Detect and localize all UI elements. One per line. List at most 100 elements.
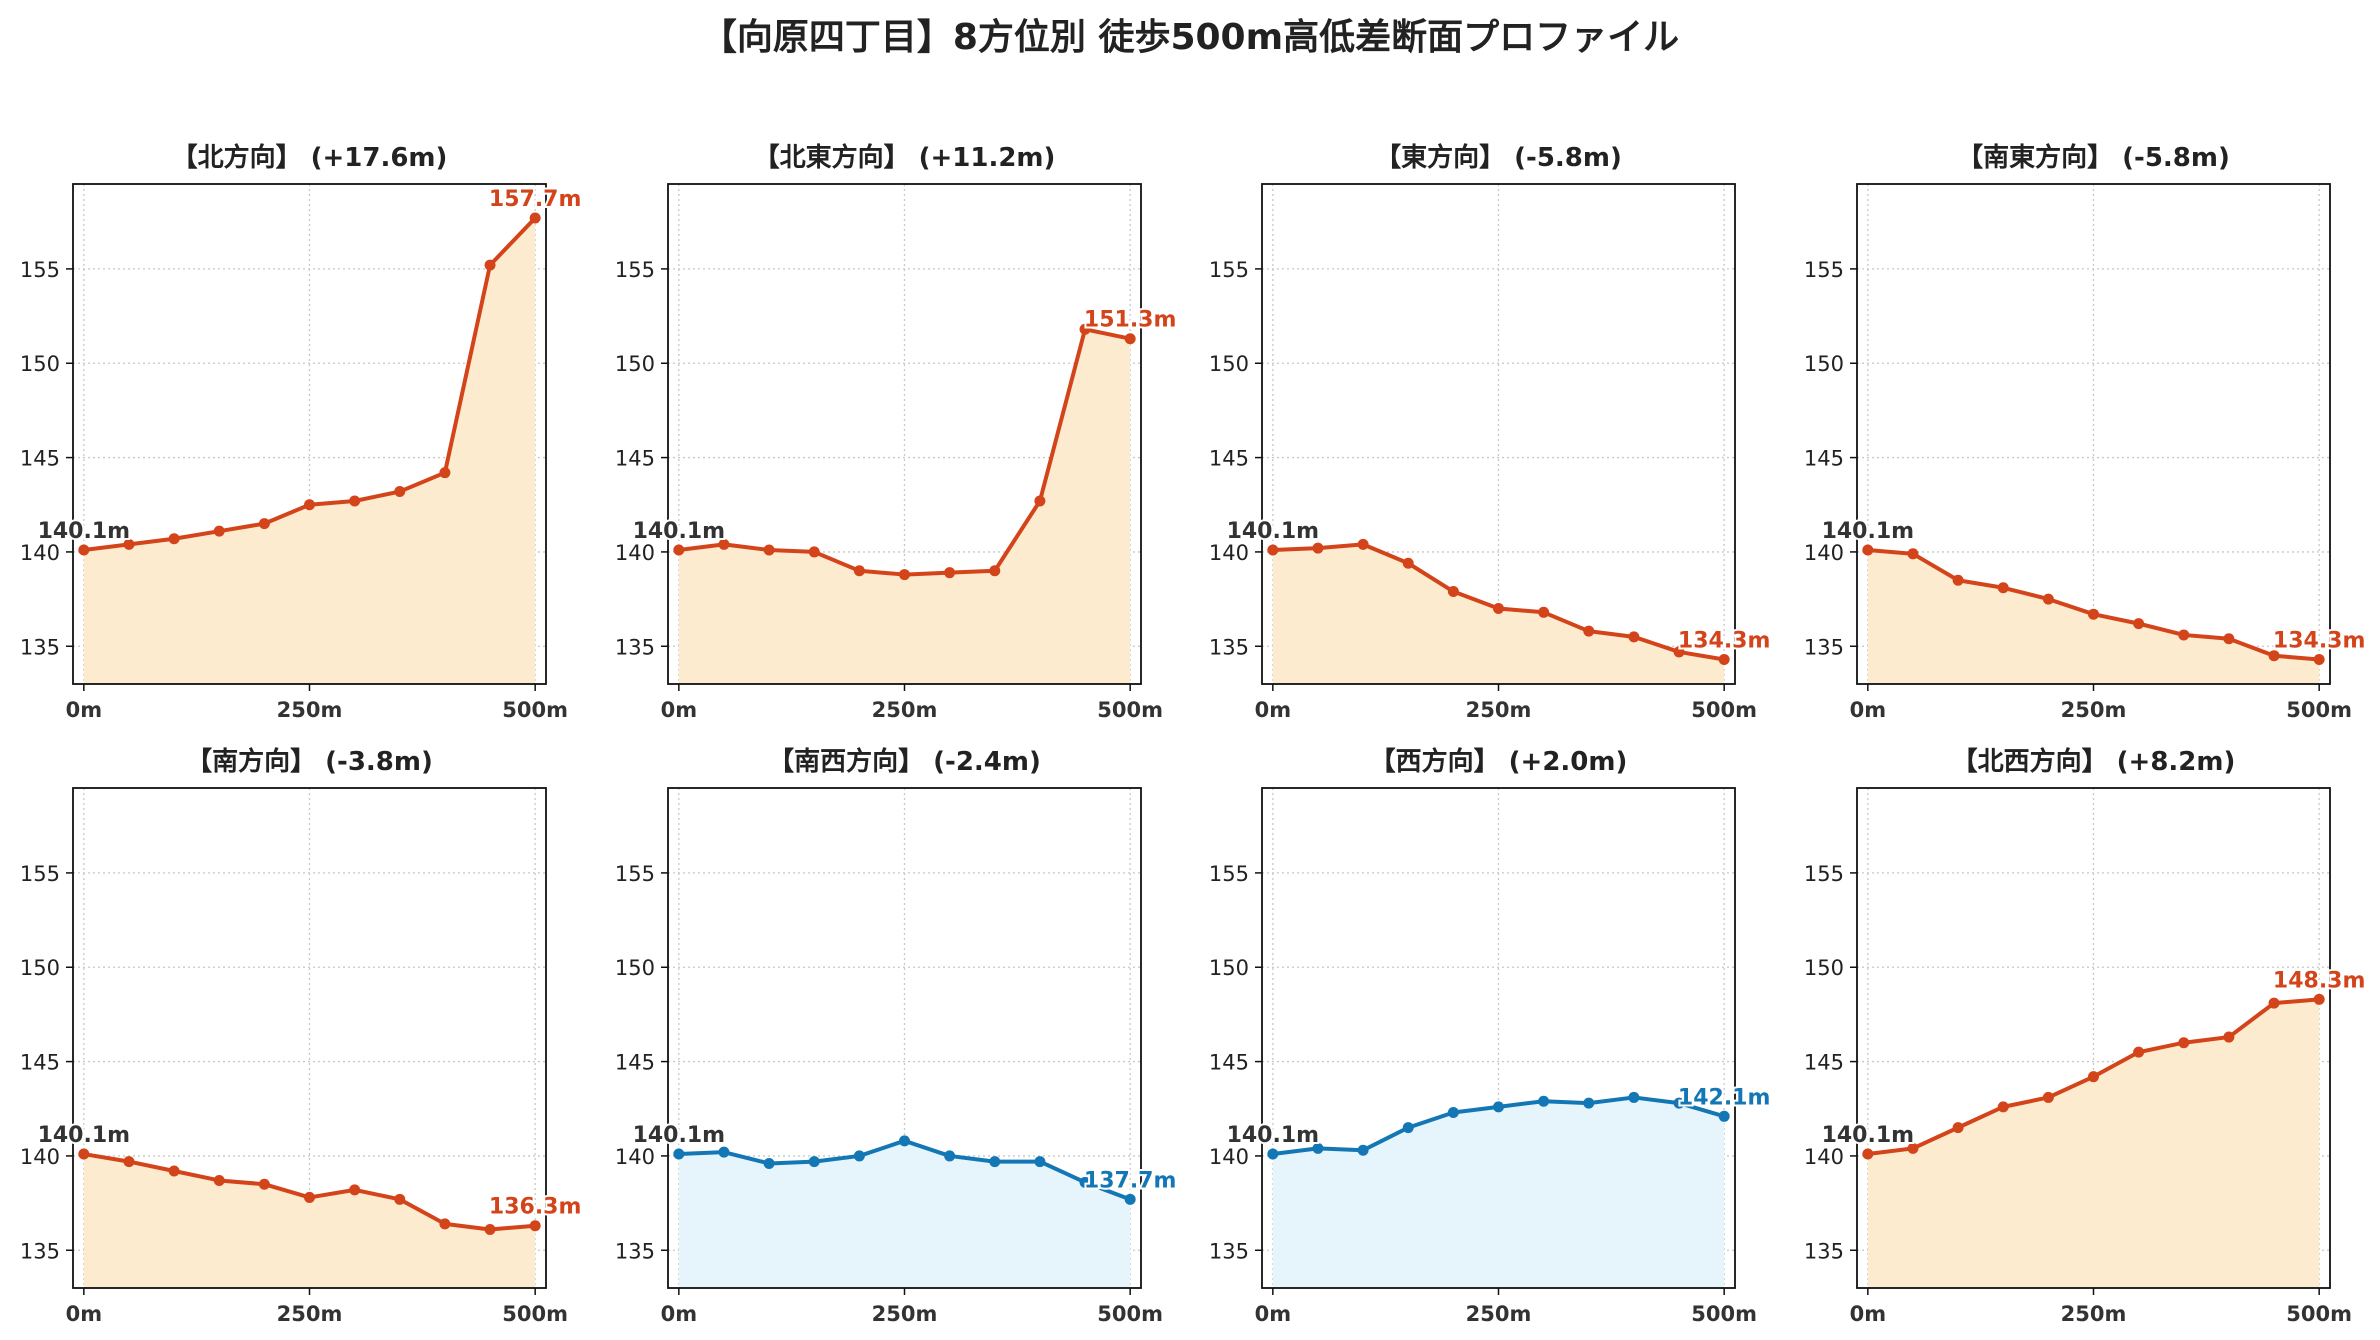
y-tick-label: 150 — [615, 352, 655, 376]
data-point — [2042, 593, 2054, 605]
data-point — [718, 1146, 730, 1158]
start-elevation-label: 140.1m — [633, 519, 726, 544]
data-point — [1357, 538, 1369, 550]
y-tick-label: 135 — [1209, 1239, 1249, 1263]
data-point — [1402, 557, 1414, 569]
start-elevation-label: 140.1m — [1227, 1123, 1320, 1148]
data-point — [213, 525, 225, 537]
data-point — [78, 544, 90, 556]
x-tick-label: 0m — [1255, 1302, 1292, 1326]
panel-title: 【北東方向】 (+11.2m) — [754, 142, 1056, 173]
data-point — [853, 565, 865, 577]
x-tick-label: 250m — [1466, 1302, 1532, 1326]
x-tick-label: 500m — [2286, 1302, 2352, 1326]
data-point — [808, 546, 820, 558]
y-tick-label: 135 — [20, 1239, 60, 1263]
profile-chart-3: 【東方向】 (-5.8m) 135 140 145 150 155 0m 250m 500m 14… — [1209, 142, 1773, 722]
data-point — [529, 1220, 541, 1232]
data-point — [1538, 1095, 1550, 1107]
end-elevation-label: 136.3m — [489, 1195, 582, 1220]
data-point — [1673, 1097, 1685, 1109]
x-tick-label: 500m — [502, 1302, 568, 1326]
data-point — [1493, 603, 1504, 615]
elevation-area — [83, 217, 536, 684]
data-point — [1312, 542, 1324, 554]
y-tick-label: 155 — [1804, 862, 1844, 886]
data-point — [2133, 1046, 2145, 1058]
figure-title: 【向原四丁目】8方位別 徒歩500m高低差断面プロファイル — [700, 17, 1680, 58]
profile-chart-4: 【南東方向】 (-5.8m) 135 140 145 150 155 0m 250m 500m 1… — [1804, 142, 2368, 722]
data-point — [673, 544, 685, 556]
start-elevation-label: 140.1m — [1227, 519, 1320, 544]
data-point — [258, 1178, 270, 1190]
y-tick-label: 150 — [1209, 956, 1249, 980]
y-tick-label: 155 — [615, 258, 655, 282]
start-elevation-label: 140.1m — [38, 519, 131, 544]
y-tick-label: 155 — [20, 862, 60, 886]
data-point — [1447, 1107, 1459, 1119]
data-point — [1402, 1122, 1414, 1134]
x-tick-label: 250m — [277, 698, 343, 722]
y-tick-label: 140 — [1804, 1145, 1844, 1169]
data-point — [439, 1218, 451, 1230]
data-point — [1124, 333, 1136, 345]
data-point — [1718, 653, 1730, 665]
data-point — [1493, 1101, 1504, 1113]
x-tick-label: 250m — [2061, 1302, 2127, 1326]
profile-chart-2: 【北東方向】 (+11.2m) 135 140 145 150 155 0m 250m 500m… — [615, 142, 1179, 722]
elevation-area — [678, 329, 1131, 684]
data-point — [2313, 653, 2325, 665]
profile-chart-1: 【北方向】 (+17.6m) 135 140 145 150 155 0m 250m 500m 1… — [20, 142, 584, 722]
x-tick-label: 250m — [872, 698, 938, 722]
data-point — [349, 495, 361, 507]
data-point — [439, 467, 451, 479]
y-tick-label: 135 — [615, 1239, 655, 1263]
y-tick-label: 135 — [20, 635, 60, 659]
y-tick-label: 145 — [20, 1051, 60, 1075]
data-point — [484, 1224, 496, 1236]
data-point — [123, 538, 135, 550]
y-tick-label: 140 — [1209, 1145, 1249, 1169]
y-tick-label: 145 — [615, 1051, 655, 1075]
profile-chart-7: 【西方向】 (+2.0m) 135 140 145 150 155 0m 250m 500m 14… — [1209, 746, 1773, 1326]
end-elevation-label: 137.7m — [1084, 1168, 1177, 1193]
end-elevation-label: 134.3m — [1678, 628, 1771, 653]
data-point — [258, 518, 270, 530]
data-point — [1862, 544, 1874, 556]
end-elevation-label: 151.3m — [1084, 308, 1177, 333]
y-tick-label: 145 — [1804, 1051, 1844, 1075]
panel-title: 【南方向】 (-3.8m) — [186, 746, 433, 777]
end-elevation-label: 142.1m — [1678, 1085, 1771, 1110]
y-tick-label: 155 — [1209, 258, 1249, 282]
profile-chart-8: 【北西方向】 (+8.2m) 135 140 145 150 155 0m 250m 500m 1… — [1804, 746, 2368, 1326]
data-point — [2313, 993, 2325, 1005]
data-point — [1673, 646, 1685, 658]
x-tick-label: 500m — [1691, 1302, 1757, 1326]
end-elevation-label: 157.7m — [489, 187, 582, 212]
x-tick-label: 500m — [502, 698, 568, 722]
data-point — [123, 1156, 135, 1168]
x-tick-label: 0m — [1850, 1302, 1887, 1326]
data-point — [394, 486, 406, 498]
data-point — [1718, 1110, 1730, 1122]
data-point — [168, 533, 180, 545]
elevation-area — [678, 1140, 1131, 1288]
data-point — [1447, 586, 1459, 598]
y-tick-label: 155 — [20, 258, 60, 282]
y-tick-label: 145 — [1804, 447, 1844, 471]
x-tick-label: 0m — [661, 698, 698, 722]
data-point — [1583, 1097, 1595, 1109]
y-tick-label: 135 — [1804, 635, 1844, 659]
data-point — [1628, 631, 1640, 643]
y-tick-label: 135 — [615, 635, 655, 659]
y-tick-label: 145 — [20, 447, 60, 471]
data-point — [1907, 548, 1919, 560]
data-point — [2088, 1071, 2099, 1083]
x-tick-label: 500m — [1097, 1302, 1163, 1326]
data-point — [1907, 1142, 1919, 1154]
x-tick-label: 500m — [1097, 698, 1163, 722]
data-point — [1997, 1101, 2009, 1113]
data-point — [2268, 997, 2280, 1009]
